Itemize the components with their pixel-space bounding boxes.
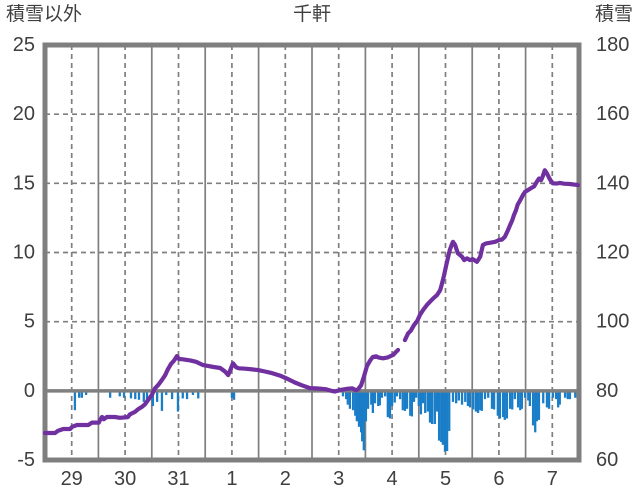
line-series bbox=[42, 168, 581, 436]
x-tick-label: 6 bbox=[493, 468, 504, 490]
x-tick-label: 5 bbox=[440, 468, 451, 490]
right-tick-label: 120 bbox=[596, 242, 629, 264]
chart-title: 千軒 bbox=[292, 4, 331, 25]
bar-series bbox=[73, 390, 577, 452]
left-tick-label: 5 bbox=[24, 311, 35, 333]
right-axis-ticks: 180 160 140 120 100 80 60 bbox=[596, 34, 629, 471]
left-tick-label: 0 bbox=[24, 380, 35, 402]
left-tick-label: 15 bbox=[13, 172, 35, 194]
x-tick-label: 29 bbox=[61, 468, 83, 490]
x-axis-ticks: 29 30 31 1 2 3 4 5 6 7 bbox=[61, 468, 558, 490]
plot-frame bbox=[42, 42, 582, 463]
right-tick-label: 100 bbox=[596, 311, 629, 333]
left-tick-label: 20 bbox=[13, 103, 35, 125]
right-tick-label: 60 bbox=[596, 449, 618, 471]
x-tick-label: 31 bbox=[167, 468, 189, 490]
x-tick-label: 3 bbox=[333, 468, 344, 490]
right-tick-label: 180 bbox=[596, 34, 629, 56]
x-tick-label: 4 bbox=[387, 468, 398, 490]
x-tick-label: 30 bbox=[114, 468, 136, 490]
x-tick-label: 7 bbox=[547, 468, 558, 490]
left-tick-label: -5 bbox=[17, 449, 35, 471]
x-tick-label: 2 bbox=[280, 468, 291, 490]
right-tick-label: 160 bbox=[596, 103, 629, 125]
left-axis-ticks: 25 20 15 10 5 0 -5 bbox=[13, 34, 35, 471]
right-tick-label: 80 bbox=[596, 380, 618, 402]
right-tick-label: 140 bbox=[596, 172, 629, 194]
left-tick-label: 10 bbox=[13, 242, 35, 264]
left-axis-title: 積雪以外 bbox=[6, 4, 83, 25]
right-axis-title: 積雪 bbox=[594, 4, 633, 25]
x-tick-label: 1 bbox=[226, 468, 237, 490]
left-tick-label: 25 bbox=[13, 34, 35, 56]
